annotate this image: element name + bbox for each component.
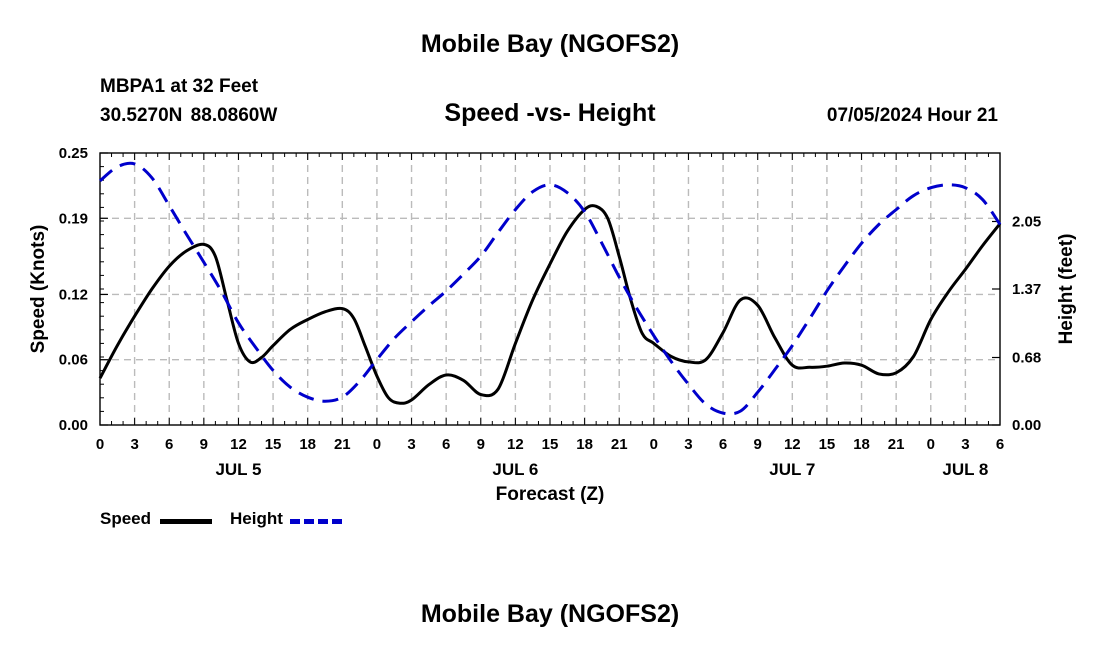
- y-tick-label: 0.00: [59, 417, 88, 434]
- x-tick-label: 15: [542, 436, 559, 453]
- x-tick-label: 3: [130, 436, 138, 453]
- forecast-timestamp: 07/05/2024 Hour 21: [826, 105, 998, 126]
- y2-tick-label: 2.05: [1012, 213, 1041, 230]
- date-label: JUL 7: [769, 460, 815, 479]
- y2-tick-label: 1.37: [1012, 281, 1041, 298]
- y-axis-title: Speed (Knots): [28, 225, 49, 354]
- x-tick-label: 18: [299, 436, 316, 453]
- x-tick-label: 9: [754, 436, 762, 453]
- x-tick-label: 0: [96, 436, 104, 453]
- x-tick-label: 21: [888, 436, 905, 453]
- x-tick-label: 6: [996, 436, 1004, 453]
- y-tick-label: 0.12: [59, 286, 88, 303]
- legend-speed-label: Speed: [100, 509, 152, 528]
- page-title: Mobile Bay (NGOFS2): [420, 30, 680, 58]
- plot-frame: [99, 152, 1001, 426]
- chart-subtitle: Speed -vs- Height: [444, 99, 656, 127]
- date-label: JUL 5: [215, 460, 261, 479]
- station-coordinates: 30.5270N 88.0860W: [100, 105, 278, 126]
- x-tick-label: 3: [961, 436, 969, 453]
- x-tick-label: 12: [230, 436, 247, 453]
- x-tick-label: 3: [684, 436, 692, 453]
- station-name: MBPA1 at 32 Feet: [100, 76, 259, 97]
- y2-tick-label: 0.00: [1012, 417, 1041, 434]
- x-tick-label: 3: [407, 436, 415, 453]
- x-tick-label: 0: [650, 436, 658, 453]
- legend-height-swatch: [290, 519, 342, 524]
- x-tick-label: 18: [853, 436, 870, 453]
- date-label: JUL 6: [492, 460, 538, 479]
- x-axis-title: Forecast (Z): [496, 484, 605, 505]
- date-label: JUL 8: [942, 460, 988, 479]
- x-tick-label: 15: [265, 436, 282, 453]
- x-tick-label: 0: [927, 436, 935, 453]
- y2-tick-label: 0.68: [1012, 349, 1041, 366]
- footer-title: Mobile Bay (NGOFS2): [420, 600, 680, 628]
- x-tick-label: 9: [477, 436, 485, 453]
- y-tick-label: 0.19: [59, 210, 88, 227]
- x-tick-label: 12: [784, 436, 801, 453]
- y-tick-label: 0.06: [59, 352, 88, 369]
- x-tick-label: 12: [507, 436, 524, 453]
- x-tick-label: 15: [819, 436, 836, 453]
- x-tick-label: 0: [373, 436, 381, 453]
- x-tick-label: 6: [165, 436, 173, 453]
- y2-axis-title: Height (feet): [1056, 234, 1077, 345]
- x-tick-label: 6: [719, 436, 727, 453]
- x-tick-label: 18: [576, 436, 593, 453]
- legend-speed-swatch: [160, 519, 212, 524]
- x-tick-label: 6: [442, 436, 450, 453]
- x-tick-label: 21: [334, 436, 351, 453]
- series-speed-line: [98, 204, 1002, 405]
- x-tick-label: 21: [611, 436, 628, 453]
- y-tick-label: 0.25: [59, 145, 88, 162]
- series-height-line: [99, 161, 1002, 416]
- legend-height-label: Height: [230, 509, 283, 528]
- x-tick-label: 9: [200, 436, 208, 453]
